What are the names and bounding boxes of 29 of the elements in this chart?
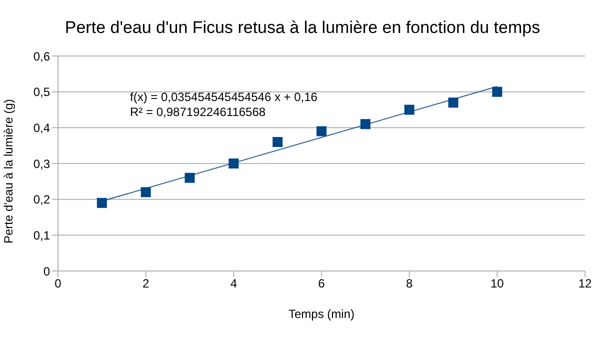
x-tick-label: 10: [490, 276, 504, 291]
point: [228, 158, 239, 168]
x-tick-label: 2: [142, 276, 150, 291]
point: [140, 187, 151, 198]
y-tick-label: 0,6: [33, 49, 50, 64]
point: [448, 98, 458, 108]
point: [404, 104, 414, 115]
y-tick-label: 0,4: [33, 120, 50, 135]
x-tick-label: 6: [318, 276, 326, 291]
annotation: R² = 0,987192246116568: [130, 105, 267, 120]
y-tick-label: 0,5: [33, 85, 50, 100]
point: [316, 126, 326, 136]
x-tick-label: 0: [54, 276, 62, 291]
y-axis-title: Perte d'eau à la lumière (g): [1, 99, 16, 244]
x-tick-label: 12: [578, 276, 592, 291]
point: [96, 198, 107, 208]
y-tick-label: 0: [43, 264, 50, 278]
point: [272, 137, 283, 147]
x-axis-title: Temps (min): [288, 307, 355, 321]
y-tick-label: 0,1: [33, 228, 50, 242]
point: [184, 172, 195, 183]
chart-title: Perte d'eau d'un Ficus retusa à la lumière en fonction du temps: [64, 18, 542, 38]
y-tick-label: 0,3: [33, 156, 50, 171]
point: [360, 119, 370, 130]
y-tick-label: 0,2: [33, 192, 50, 207]
point: [492, 86, 502, 97]
x-tick-label: 4: [230, 276, 238, 291]
x-tick-label: 8: [406, 276, 413, 291]
annotation: f(x) = 0,035454545454546 x + 0,16: [130, 90, 318, 105]
